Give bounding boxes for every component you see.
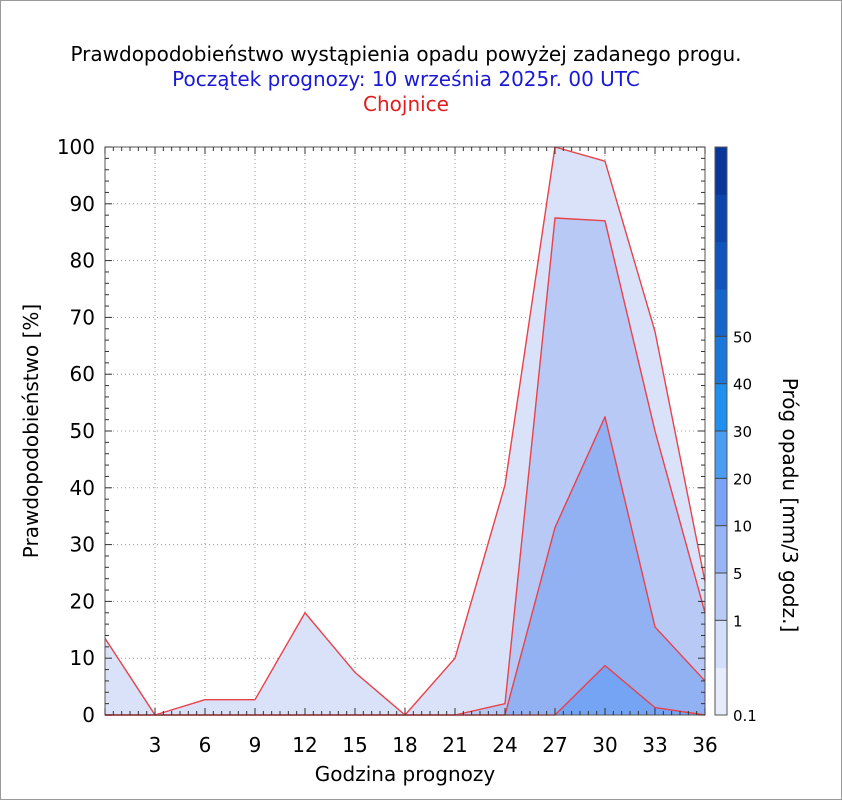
y-tick-label: 30	[70, 533, 95, 557]
x-tick-label: 36	[692, 733, 717, 757]
x-tick-label: 24	[492, 733, 517, 757]
y-tick-label: 70	[70, 305, 95, 329]
colorbar-tick-label: 50	[733, 328, 752, 346]
colorbar-segment	[715, 667, 727, 716]
x-tick-label: 18	[392, 733, 417, 757]
x-tick-label: 30	[592, 733, 617, 757]
colorbar-tick-label: 5	[733, 565, 743, 583]
y-tick-label: 80	[70, 249, 95, 273]
y-tick-label: 60	[70, 362, 95, 386]
y-tick-label: 40	[70, 476, 95, 500]
forecast-start-subtitle: Początek prognozy: 10 września 2025r. 00…	[172, 67, 640, 91]
colorbar-tick-label: 30	[733, 423, 752, 441]
x-tick-label: 21	[442, 733, 467, 757]
y-tick-label: 20	[70, 589, 95, 613]
colorbar-label: Próg opadu [mm/3 godz.]	[778, 378, 802, 633]
area-threshold-5	[105, 416, 705, 715]
colorbar-segment	[715, 431, 727, 479]
x-tick-label: 15	[342, 733, 367, 757]
x-tick-label: 33	[642, 733, 667, 757]
colorbar-tick-label: 0.1	[733, 707, 757, 725]
colorbar-segment	[715, 620, 727, 669]
x-tick-label: 27	[542, 733, 567, 757]
y-tick-label: 50	[70, 419, 95, 443]
y-tick-label: 100	[57, 135, 95, 159]
location-label: Chojnice	[363, 92, 449, 116]
colorbar-segment	[715, 336, 727, 385]
area-threshold-10	[105, 665, 705, 715]
y-axis-label: Prawdopodobieństwo [%]	[19, 304, 43, 558]
colorbar-tick-label: 10	[733, 518, 752, 536]
colorbar-segment	[715, 194, 727, 243]
colorbar-tick-label: 20	[733, 470, 752, 488]
y-tick-label: 10	[70, 646, 95, 670]
x-tick-label: 12	[292, 733, 317, 757]
colorbar-segment	[715, 289, 727, 337]
series-areas	[105, 147, 705, 715]
colorbar-tick-label: 1	[733, 612, 743, 630]
y-tick-label: 0	[82, 703, 95, 727]
colorbar: 0.1 1 5 10 20 30 40 50	[714, 146, 757, 725]
x-tick-label: 3	[149, 733, 162, 757]
colorbar-segment	[715, 525, 727, 574]
x-tick-label: 9	[249, 733, 262, 757]
x-axis-label: Godzina prognozy	[315, 762, 496, 786]
colorbar-segment	[715, 573, 727, 621]
colorbar-tick-label: 40	[733, 376, 752, 394]
colorbar-segment	[715, 241, 727, 290]
colorbar-segment	[715, 383, 727, 432]
chart-title: Prawdopodobieństwo wystąpienia opadu pow…	[70, 42, 742, 66]
colorbar-segment	[715, 478, 727, 527]
colorbar-segment	[715, 147, 727, 195]
x-tick-label: 6	[199, 733, 212, 757]
y-tick-label: 90	[70, 192, 95, 216]
